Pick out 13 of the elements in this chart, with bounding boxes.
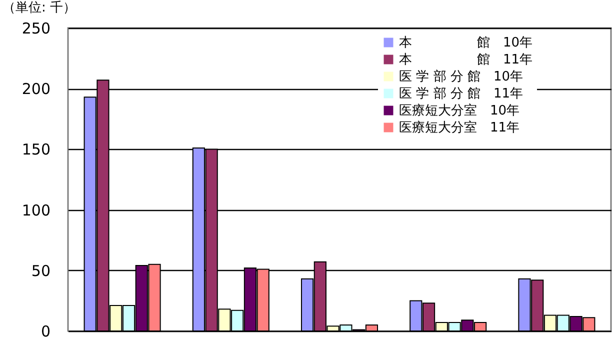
y-tick-label: 250: [22, 20, 50, 38]
y-axis-title: （単位: 千）: [2, 0, 76, 16]
legend-label: 医療短大分室 10年: [399, 102, 520, 118]
legend-label: 本 館 10年: [399, 36, 533, 50]
legend-label: 医 学 部 分 館 10年: [399, 70, 524, 84]
legend-label: 医療短大分室 11年: [399, 120, 520, 136]
legend-label: 本 館 11年: [399, 52, 533, 68]
y-tick-label: 150: [22, 140, 50, 159]
y-tick-label: 0: [40, 322, 50, 340]
y-tick-label: 50: [31, 262, 50, 280]
legend-label: 医 学 部 分 館 11年: [399, 86, 524, 102]
y-tick-label: 200: [22, 80, 50, 98]
y-tick-label: 100: [22, 201, 50, 220]
